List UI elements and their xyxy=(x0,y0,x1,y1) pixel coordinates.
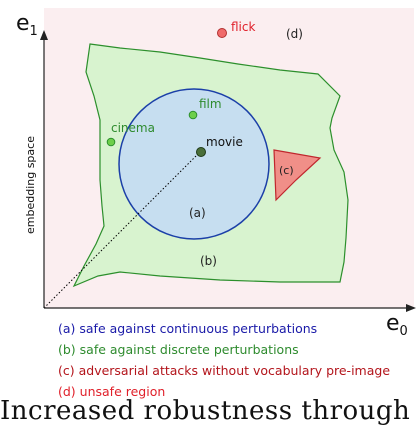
flick-label: flick xyxy=(231,20,255,34)
y-axis-label: e1 xyxy=(16,11,38,39)
y-axis-arrowhead xyxy=(40,30,48,40)
region-c-label: (c) xyxy=(279,164,294,177)
region-d-label: (d) xyxy=(286,27,303,41)
region-b-label: (b) xyxy=(200,254,217,268)
movie-label: movie xyxy=(206,135,243,149)
region-a-label: (a) xyxy=(189,206,206,220)
x-axis-label: e0 xyxy=(386,311,408,339)
caption-fragment: Increased robustness through ret xyxy=(0,396,418,426)
legend-item-continuous: (a) safe against continuous perturbation… xyxy=(58,321,318,336)
embedding-space-diagram: e1 e0 embedding space flick film cinema … xyxy=(16,8,416,339)
cinema-point xyxy=(106,137,116,147)
flick-point xyxy=(217,28,227,38)
continuous-safe-region xyxy=(118,88,270,240)
embedding-space-label: embedding space xyxy=(24,136,37,234)
legend-item-discrete: (b) safe against discrete perturbations xyxy=(58,342,299,357)
film-label: film xyxy=(199,97,222,111)
legend-item-unsafe: (d) unsafe region xyxy=(58,384,166,399)
legend: (a) safe against continuous perturbation… xyxy=(58,318,390,402)
cinema-label: cinema xyxy=(111,121,155,135)
adversarial-region xyxy=(273,149,322,202)
legend-item-adversarial: (c) adversarial attacks without vocabula… xyxy=(58,363,391,378)
movie-point xyxy=(196,147,206,157)
film-point xyxy=(188,110,198,120)
x-axis-arrowhead xyxy=(406,304,416,312)
